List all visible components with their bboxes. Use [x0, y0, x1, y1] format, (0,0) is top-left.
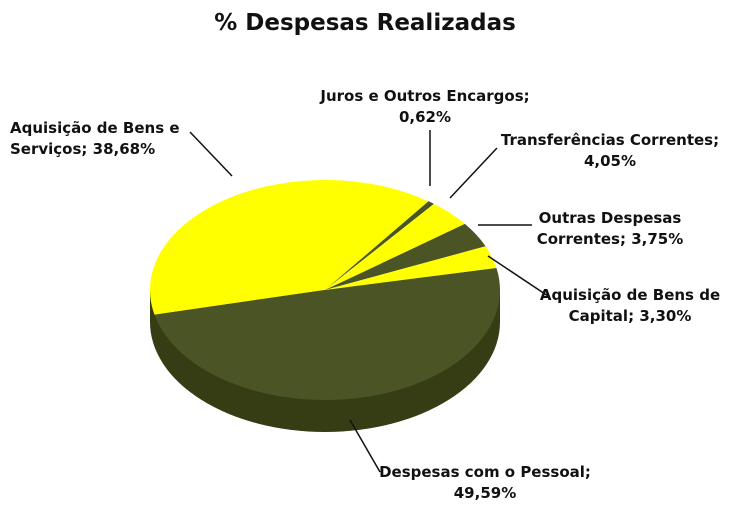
- category-label: Outras Despesas Correntes;: [536, 209, 682, 248]
- value-label: 4,05%: [583, 152, 637, 170]
- category-label: Aquisição de Bens de Capital;: [539, 286, 721, 325]
- category-label: Transferências Correntes;: [500, 131, 720, 149]
- value-label: 38,68%: [92, 140, 156, 158]
- pie-slice: [325, 223, 486, 290]
- pie-slice: [325, 203, 465, 290]
- data-label: Aquisição de Bens de Capital; 3,30%: [530, 285, 730, 327]
- data-label: Juros e Outros Encargos; 0,62%: [300, 86, 550, 128]
- value-label: 49,59%: [453, 484, 517, 502]
- category-label: Juros e Outros Encargos;: [320, 87, 530, 105]
- pie-slice: [154, 267, 501, 401]
- leader-line: [487, 255, 549, 297]
- data-label: Aquisição de Bens e Serviços; 38,68%: [10, 118, 200, 160]
- category-label: Aquisição de Bens e Serviços;: [10, 119, 180, 158]
- leader-line: [349, 419, 381, 473]
- pie-slice: [325, 246, 497, 290]
- value-label: 0,62%: [398, 108, 452, 126]
- value-label: 3,75%: [631, 230, 684, 248]
- data-label: Transferências Correntes; 4,05%: [490, 130, 730, 172]
- category-label: Despesas com o Pessoal;: [379, 463, 591, 481]
- data-label: Outras Despesas Correntes; 3,75%: [505, 208, 715, 250]
- leader-line: [189, 131, 233, 177]
- pie-slice: [325, 201, 434, 290]
- pie-slice: [150, 179, 429, 315]
- value-label: 3,30%: [639, 307, 692, 325]
- data-label: Despesas com o Pessoal; 49,59%: [360, 462, 610, 504]
- chart-title: % Despesas Realizadas: [214, 10, 516, 36]
- leader-line: [449, 147, 498, 199]
